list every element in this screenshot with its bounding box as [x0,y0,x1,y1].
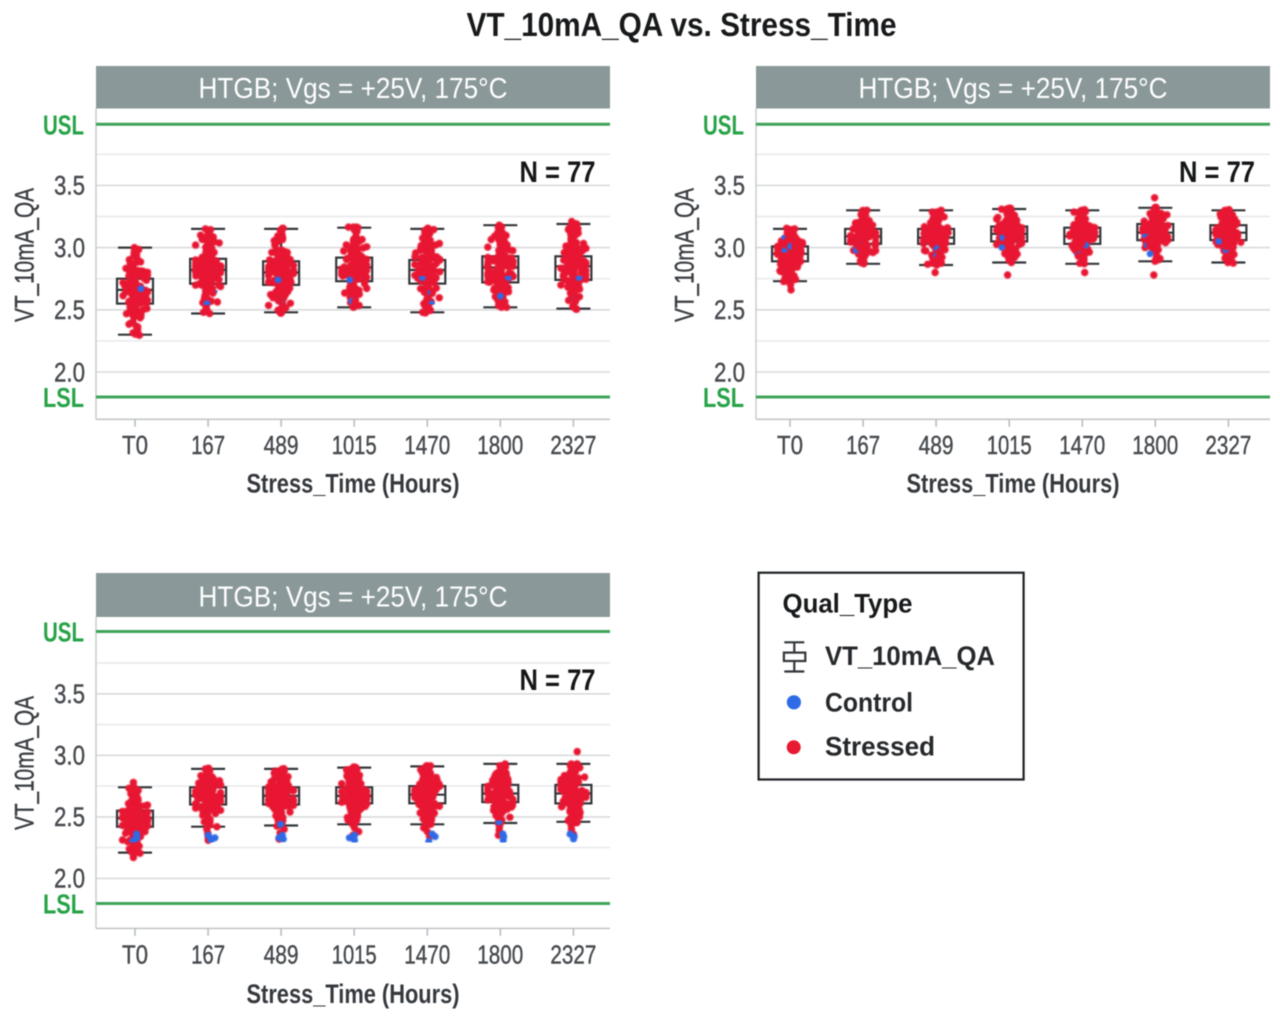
svg-text:3.0: 3.0 [714,233,745,263]
svg-text:USL: USL [43,617,84,648]
svg-text:2.0: 2.0 [714,357,745,387]
svg-text:2.5: 2.5 [714,295,745,325]
svg-text:2327: 2327 [550,432,596,460]
svg-text:3.0: 3.0 [54,741,85,771]
svg-text:3.5: 3.5 [54,679,85,709]
svg-text:2.5: 2.5 [54,295,85,325]
svg-text:1015: 1015 [332,941,377,969]
svg-text:167: 167 [191,941,225,969]
svg-text:1470: 1470 [404,941,450,969]
svg-text:3.5: 3.5 [54,171,85,201]
svg-text:Stress_Time (Hours): Stress_Time (Hours) [247,468,460,498]
svg-text:2.0: 2.0 [54,357,85,387]
svg-text:1470: 1470 [404,432,450,460]
svg-text:Control: Control [825,688,913,718]
svg-text:1800: 1800 [477,941,523,969]
svg-text:1470: 1470 [1059,432,1105,460]
svg-text:N = 77: N = 77 [520,664,596,697]
svg-text:3.5: 3.5 [714,171,745,201]
svg-text:Qual_Type: Qual_Type [783,588,913,618]
svg-text:T0: T0 [122,432,148,460]
svg-text:VT_10mA_QA: VT_10mA_QA [10,188,40,322]
svg-text:VT_10mA_QA vs. Stress_Time: VT_10mA_QA vs. Stress_Time [467,6,897,43]
svg-text:LSL: LSL [43,889,84,920]
svg-text:2327: 2327 [1205,432,1251,460]
svg-text:1015: 1015 [987,432,1032,460]
svg-text:USL: USL [703,110,744,141]
svg-text:167: 167 [846,432,880,460]
svg-text:Stress_Time (Hours): Stress_Time (Hours) [247,979,460,1009]
svg-text:1800: 1800 [477,432,523,460]
svg-text:VT_10mA_QA: VT_10mA_QA [10,696,40,830]
svg-text:3.0: 3.0 [54,233,85,263]
svg-text:2.0: 2.0 [54,864,85,894]
svg-text:2327: 2327 [550,941,596,969]
svg-text:VT_10mA_QA: VT_10mA_QA [825,641,995,671]
svg-text:489: 489 [264,432,299,460]
svg-text:T0: T0 [777,432,803,460]
svg-text:HTGB; Vgs = +25V, 175°C: HTGB; Vgs = +25V, 175°C [199,582,508,614]
svg-text:167: 167 [191,432,225,460]
svg-text:HTGB; Vgs = +25V, 175°C: HTGB; Vgs = +25V, 175°C [859,73,1168,105]
svg-text:LSL: LSL [43,382,84,413]
svg-text:HTGB; Vgs = +25V, 175°C: HTGB; Vgs = +25V, 175°C [199,73,508,105]
svg-text:USL: USL [43,110,84,141]
svg-text:N = 77: N = 77 [1179,156,1255,189]
svg-text:Stress_Time (Hours): Stress_Time (Hours) [907,468,1120,498]
svg-text:1015: 1015 [332,432,377,460]
svg-text:LSL: LSL [703,382,744,413]
svg-text:T0: T0 [122,941,148,969]
svg-text:VT_10mA_QA: VT_10mA_QA [670,188,700,322]
svg-text:Stressed: Stressed [825,732,935,762]
svg-text:2.5: 2.5 [54,802,85,832]
svg-text:489: 489 [264,941,299,969]
svg-text:N = 77: N = 77 [520,156,596,189]
svg-text:489: 489 [919,432,954,460]
svg-text:1800: 1800 [1132,432,1178,460]
